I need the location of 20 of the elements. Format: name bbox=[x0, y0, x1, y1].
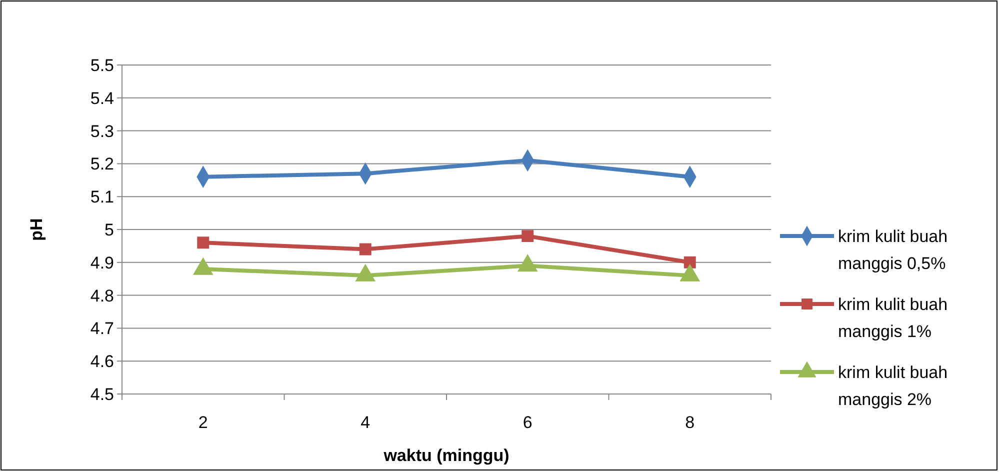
y-tick-label: 5.2 bbox=[90, 154, 114, 174]
y-tick-label: 5.5 bbox=[90, 56, 114, 75]
y-tick-label: 4.7 bbox=[90, 319, 114, 338]
legend-label: krim kulit buah manggis 1% bbox=[838, 295, 948, 341]
legend-label: krim kulit buah manggis 0,5% bbox=[838, 227, 948, 273]
y-tick-label: 4.9 bbox=[90, 253, 114, 272]
x-tick-label: 8 bbox=[685, 413, 695, 432]
y-tick-label: 4.8 bbox=[90, 286, 114, 306]
x-axis-title: waktu (minggu) bbox=[382, 446, 510, 465]
y-tick-label: 4.6 bbox=[90, 352, 114, 372]
y-tick-label: 5 bbox=[104, 220, 114, 240]
y-tick-label: 5.3 bbox=[90, 122, 114, 141]
x-tick-label: 2 bbox=[198, 413, 208, 432]
y-tick-label: 5.1 bbox=[90, 188, 114, 207]
legend-label: krim kulit buah manggis 2% bbox=[838, 363, 948, 409]
x-tick-label: 6 bbox=[522, 413, 532, 432]
x-tick-label: 4 bbox=[360, 413, 370, 432]
y-tick-label: 5.4 bbox=[90, 88, 114, 108]
y-axis-title: pH bbox=[27, 218, 46, 241]
y-tick-label: 4.5 bbox=[90, 384, 114, 404]
